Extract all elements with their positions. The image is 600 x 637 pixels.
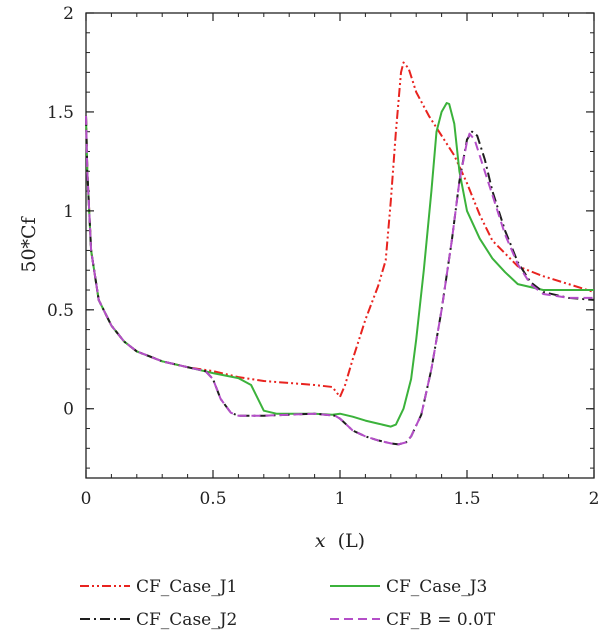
x-tick-label: 1 [335,489,346,509]
series-lines [85,61,595,446]
series-line-4 [85,115,594,446]
minor-ticks [85,12,595,478]
x-tick-label: 2 [589,489,600,509]
y-tick-label: 0 [63,400,74,420]
major-ticks [85,12,595,478]
y-tick-label: 1.5 [47,103,74,123]
legend-label-2: CF_Case_J3 [386,577,487,597]
x-tick-label: 1.5 [453,489,480,509]
x-tick-labels: 0 0.5 1 1.5 2 [81,489,600,509]
x-axis-title-unit: (L) [338,530,365,552]
x-tick-label: 0 [81,489,92,509]
series-line-1 [85,61,595,398]
x-axis-title: x (L) [315,530,365,552]
legend-label-4: CF_B = 0.0T [386,610,496,630]
legend-label-1: CF_Case_J1 [136,577,237,597]
x-axis-title-variable: x [315,530,326,552]
y-tick-label: 1 [63,202,74,222]
x-tick-label: 0.5 [199,489,226,509]
y-axis-title: 50*Cf [18,215,40,272]
y-tick-labels: 0 0.5 1 1.5 2 [47,4,74,420]
y-tick-label: 2 [63,4,74,24]
plot-frame [85,12,595,479]
legend: CF_Case_J1 CF_Case_J3 CF_Case_J2 CF_B = 0.0… [80,577,496,630]
y-tick-label: 0.5 [47,301,74,321]
legend-label-3: CF_Case_J2 [136,610,237,630]
